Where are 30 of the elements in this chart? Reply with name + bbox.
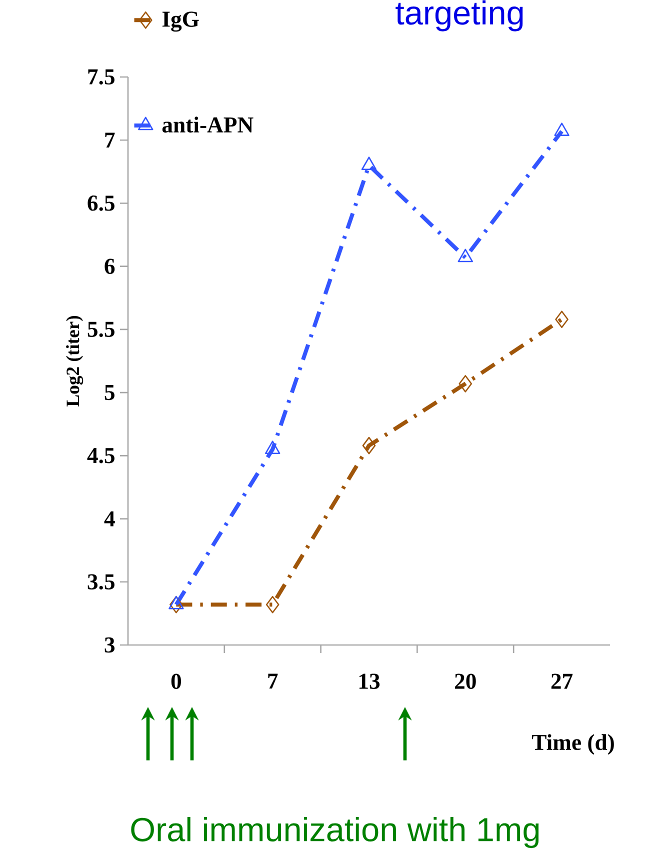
y-tick-label: 5.5 xyxy=(88,322,114,338)
text: targeting xyxy=(396,0,523,32)
y-tick-label: 5 xyxy=(104,385,114,400)
legend-label: IgG xyxy=(162,12,199,32)
point xyxy=(170,596,183,614)
x-tick-label: 13 xyxy=(359,674,380,689)
x-tick-label: 7 xyxy=(268,674,278,689)
x-tick-label: 20 xyxy=(455,674,476,690)
y-tick-label: 7.5 xyxy=(88,69,114,85)
x-tick-label: 27 xyxy=(551,674,573,689)
y-tick-label: 4 xyxy=(104,511,115,526)
point xyxy=(266,596,280,614)
y-tick-label: 7 xyxy=(105,132,115,148)
y-tick-label: 3.5 xyxy=(88,574,114,590)
y-tick-label: 4.5 xyxy=(87,448,114,464)
y-tick-label: 3 xyxy=(104,637,115,653)
y-axis-title: Log2 (titer) xyxy=(66,316,84,407)
y-tick-label: 6 xyxy=(104,258,115,274)
legend-label: anti-APN xyxy=(162,116,254,133)
text: Oral immunization with 1mg xyxy=(131,816,539,848)
point xyxy=(458,248,473,262)
point xyxy=(555,310,568,328)
x-tick-label: 0 xyxy=(171,674,182,690)
point xyxy=(361,156,377,170)
point xyxy=(362,436,376,454)
point xyxy=(265,440,280,454)
x-axis-title: Time (d) xyxy=(532,734,614,755)
point xyxy=(458,375,472,392)
y-tick-label: 6.5 xyxy=(88,196,114,211)
point xyxy=(554,122,570,136)
